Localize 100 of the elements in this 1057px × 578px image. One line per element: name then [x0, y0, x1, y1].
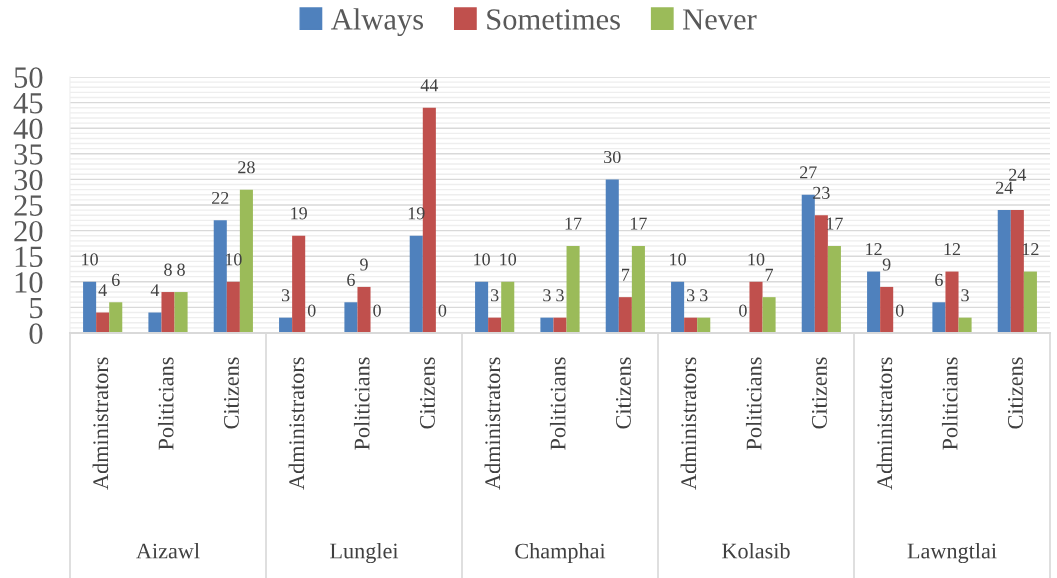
bar	[501, 281, 515, 333]
legend-label: Sometimes	[487, 9, 620, 30]
data-label: 24	[996, 181, 1014, 194]
data-label: 3	[961, 289, 969, 302]
y-tick-label: 20	[14, 220, 43, 242]
data-label: 0	[895, 304, 904, 317]
y-tick-label: 45	[13, 93, 43, 114]
x-tick-label: Citizens	[615, 357, 631, 429]
bar	[762, 297, 776, 333]
bar	[292, 235, 306, 333]
x-tick-label: Citizens	[811, 357, 827, 429]
data-label: 23	[813, 186, 830, 199]
data-label: 10	[748, 253, 765, 266]
data-label: 8	[164, 263, 172, 276]
text: Lawngtlai	[907, 542, 997, 564]
data-label: 9	[882, 258, 891, 271]
y-tick-label: 0	[29, 323, 43, 344]
data-label: 3	[281, 289, 290, 302]
data-label: 10	[670, 253, 686, 266]
bar	[618, 297, 632, 333]
bar	[475, 281, 489, 333]
data-label: 30	[604, 150, 621, 164]
data-label: 27	[800, 166, 817, 179]
bar	[226, 281, 240, 333]
data-label: 3	[491, 289, 499, 302]
data-label: 4	[150, 284, 160, 297]
data-label: 24	[1009, 168, 1027, 181]
bar	[566, 245, 580, 333]
bar	[1010, 210, 1024, 333]
data-label: 22	[212, 191, 229, 204]
text: Lunglei	[330, 542, 399, 564]
y-tick-label: 15	[15, 246, 43, 268]
bar	[344, 302, 358, 333]
bar	[697, 317, 711, 333]
y-tick-label: 5	[30, 297, 43, 319]
data-label: 12	[866, 243, 882, 256]
bar	[409, 235, 423, 333]
bar	[827, 245, 841, 333]
x-tick-label: Citizens	[223, 357, 239, 429]
data-label: 7	[765, 268, 774, 281]
data-label: 19	[291, 207, 307, 220]
data-label: 28	[238, 161, 255, 174]
data-label: 17	[630, 217, 647, 230]
data-label: 4	[98, 284, 107, 297]
bar	[213, 220, 227, 333]
data-label: 3	[687, 289, 695, 302]
bar	[488, 317, 502, 333]
x-tick-label: Administrators	[288, 357, 305, 490]
data-label: 0	[307, 304, 316, 317]
y-tick-label: 50	[14, 67, 43, 88]
bar	[671, 281, 685, 333]
bar	[148, 312, 162, 333]
x-tick-label: Politicians	[745, 357, 762, 450]
bar	[631, 245, 645, 333]
y-tick-label: 35	[14, 144, 43, 165]
y-tick-label: 10	[15, 272, 43, 293]
x-tick-label: Citizens	[1007, 357, 1023, 429]
x-tick-label: Administrators	[484, 357, 501, 490]
bar	[867, 271, 881, 333]
bar	[174, 292, 188, 333]
text: Aizawl	[136, 542, 200, 559]
bar	[109, 302, 123, 333]
bar	[553, 317, 567, 333]
data-label: 10	[500, 253, 517, 266]
data-label: 9	[360, 258, 368, 271]
y-tick-label: 40	[13, 118, 43, 140]
text: Kolasib	[722, 542, 790, 559]
bar	[880, 286, 894, 333]
data-label: 6	[112, 273, 120, 286]
bar	[958, 317, 972, 333]
data-label: 8	[177, 263, 185, 276]
legend-label: Never	[683, 9, 757, 30]
text: Champhai	[515, 542, 606, 564]
bar	[96, 312, 110, 333]
data-label: 17	[565, 217, 582, 230]
data-label: 0	[373, 304, 381, 317]
bar	[605, 179, 619, 333]
x-tick-label: Citizens	[419, 357, 435, 429]
data-label: 10	[474, 253, 490, 266]
y-tick-label: 25	[14, 195, 43, 216]
bar	[279, 317, 293, 333]
data-label: 6	[935, 273, 943, 286]
bar	[945, 271, 959, 333]
x-tick-label: Politicians	[157, 357, 174, 450]
data-label: 3	[543, 289, 551, 302]
bar	[684, 317, 698, 333]
x-tick-label: Politicians	[549, 357, 566, 450]
x-tick-label: Administrators	[680, 357, 697, 490]
data-label: 6	[347, 273, 355, 286]
data-label: 10	[82, 253, 98, 266]
bar	[997, 210, 1011, 333]
bar	[749, 281, 763, 333]
data-label: 44	[420, 79, 439, 92]
bar	[814, 215, 828, 333]
x-tick-label: Administrators	[92, 357, 109, 490]
x-tick-label: Politicians	[941, 357, 958, 450]
bar	[932, 302, 946, 333]
bar	[83, 281, 97, 333]
x-tick-label: Administrators	[876, 357, 893, 490]
data-label: 0	[739, 304, 747, 317]
